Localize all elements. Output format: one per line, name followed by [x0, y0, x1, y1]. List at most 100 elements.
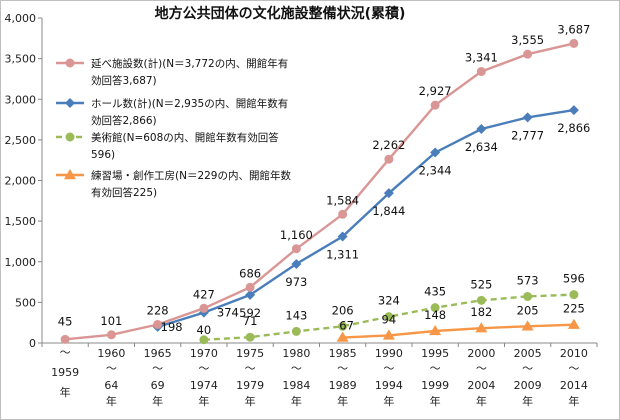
svg-text:2014: 2014	[560, 379, 588, 392]
svg-text:1994: 1994	[375, 379, 403, 392]
x-tick-label: 1965 ～ 69 年	[144, 347, 172, 408]
svg-text:1959: 1959	[51, 366, 79, 379]
svg-text:1990: 1990	[375, 347, 403, 360]
y-tick-label: 4,000	[5, 12, 37, 25]
x-tick-label: 1995 ～ 1999 年	[421, 347, 449, 408]
data-label: 206	[332, 303, 354, 317]
data-label: 148	[424, 308, 446, 322]
data-label: 2,927	[419, 84, 452, 98]
data-label: 1,584	[326, 193, 359, 207]
data-point	[475, 322, 488, 333]
data-label: 198	[161, 320, 183, 334]
data-point	[568, 105, 579, 116]
series-line	[342, 323, 574, 339]
data-point	[384, 312, 394, 322]
x-tick-label: 1985 ～ 1989 年	[329, 347, 357, 408]
data-label: 435	[424, 285, 446, 299]
data-label: 324	[378, 294, 400, 308]
data-point	[199, 335, 209, 345]
svg-text:年: 年	[522, 394, 533, 408]
data-point	[291, 326, 301, 336]
svg-text:年: 年	[476, 394, 487, 408]
x-tick-label: 1980 ～ 1984 年	[282, 347, 310, 408]
y-tick-label: 2,500	[5, 134, 37, 147]
data-point	[291, 244, 301, 254]
data-point	[106, 330, 116, 340]
data-point	[245, 332, 255, 342]
x-tick-label: ～ 1959 年	[51, 346, 79, 399]
data-point	[430, 100, 440, 110]
svg-text:～: ～	[383, 362, 394, 375]
data-label: 1,844	[372, 204, 405, 218]
data-point	[338, 209, 348, 219]
data-label: 101	[100, 314, 122, 328]
legend-marker	[65, 58, 75, 68]
data-point	[153, 319, 163, 329]
data-point	[430, 303, 440, 313]
data-label: 45	[58, 314, 73, 328]
svg-text:1984: 1984	[282, 379, 310, 392]
svg-text:1985: 1985	[329, 347, 357, 360]
svg-text:2009: 2009	[514, 379, 542, 392]
series-3	[336, 318, 580, 342]
data-label: 225	[563, 302, 585, 316]
svg-text:2000: 2000	[467, 347, 495, 360]
data-label: 427	[193, 287, 215, 301]
data-label: 3,555	[511, 33, 544, 47]
data-point	[476, 123, 487, 134]
svg-text:～: ～	[198, 362, 209, 375]
svg-text:～: ～	[152, 362, 163, 375]
data-point	[199, 303, 209, 313]
data-point	[337, 231, 348, 242]
svg-text:～: ～	[568, 362, 579, 375]
data-label: 1,160	[280, 228, 313, 242]
svg-text:年: 年	[106, 394, 117, 408]
data-label: 374	[217, 306, 239, 320]
svg-text:1970: 1970	[190, 347, 218, 360]
data-labels: 45 101 228 427 686 1,160 1,584 2,262 2,927 3,341 3…	[58, 22, 591, 336]
svg-text:年: 年	[198, 394, 209, 408]
svg-text:2010: 2010	[560, 347, 588, 360]
svg-text:年: 年	[383, 394, 394, 408]
data-label: 143	[285, 308, 307, 322]
x-tick-label: 1975 ～ 1979 年	[236, 347, 264, 408]
legend-label: 効回答2,866)	[91, 114, 157, 127]
data-point	[429, 324, 442, 336]
x-tick-label: 2010 ～ 2014 年	[560, 347, 588, 408]
data-point	[567, 318, 580, 329]
legend-label: 美術館(N=608の内、開館年数有効回答	[91, 131, 279, 144]
svg-text:1965: 1965	[144, 347, 172, 360]
svg-text:～: ～	[522, 362, 533, 375]
legend-marker	[65, 132, 75, 142]
y-tick-label: 1,000	[5, 256, 37, 269]
svg-text:1995: 1995	[421, 347, 449, 360]
series-line	[157, 108, 575, 329]
data-label: 182	[470, 305, 492, 319]
svg-text:年: 年	[291, 394, 302, 408]
legend-label: 効回答3,687)	[91, 74, 157, 87]
data-label: 2,344	[419, 164, 452, 178]
data-point	[569, 290, 579, 300]
data-point	[384, 154, 394, 164]
svg-text:1999: 1999	[421, 379, 449, 392]
svg-text:1980: 1980	[282, 347, 310, 360]
y-tick-label: 3,500	[5, 53, 37, 66]
legend-marker	[65, 98, 75, 108]
svg-text:69: 69	[151, 379, 165, 392]
data-point	[60, 334, 70, 344]
data-label: 1,311	[326, 247, 359, 261]
data-point	[476, 295, 486, 305]
legend-label: ホール数(計)(N＝2,935の内、開館年数有	[91, 97, 288, 110]
svg-text:1960: 1960	[97, 347, 125, 360]
svg-text:2004: 2004	[467, 379, 495, 392]
data-point	[522, 112, 533, 123]
y-tick-label: 1,500	[5, 215, 37, 228]
data-label: 596	[563, 272, 585, 286]
axes: 0 500 1,000 1,500 2,000 2,500 3,000 3,500 4,000 ～…	[5, 12, 598, 408]
data-label: 94	[382, 312, 397, 326]
data-label: 67	[339, 319, 354, 333]
svg-text:～: ～	[291, 362, 302, 375]
y-tick-label: 500	[15, 296, 36, 309]
x-tick-label: 1970 ～ 1974 年	[190, 347, 218, 408]
data-point	[245, 282, 255, 292]
